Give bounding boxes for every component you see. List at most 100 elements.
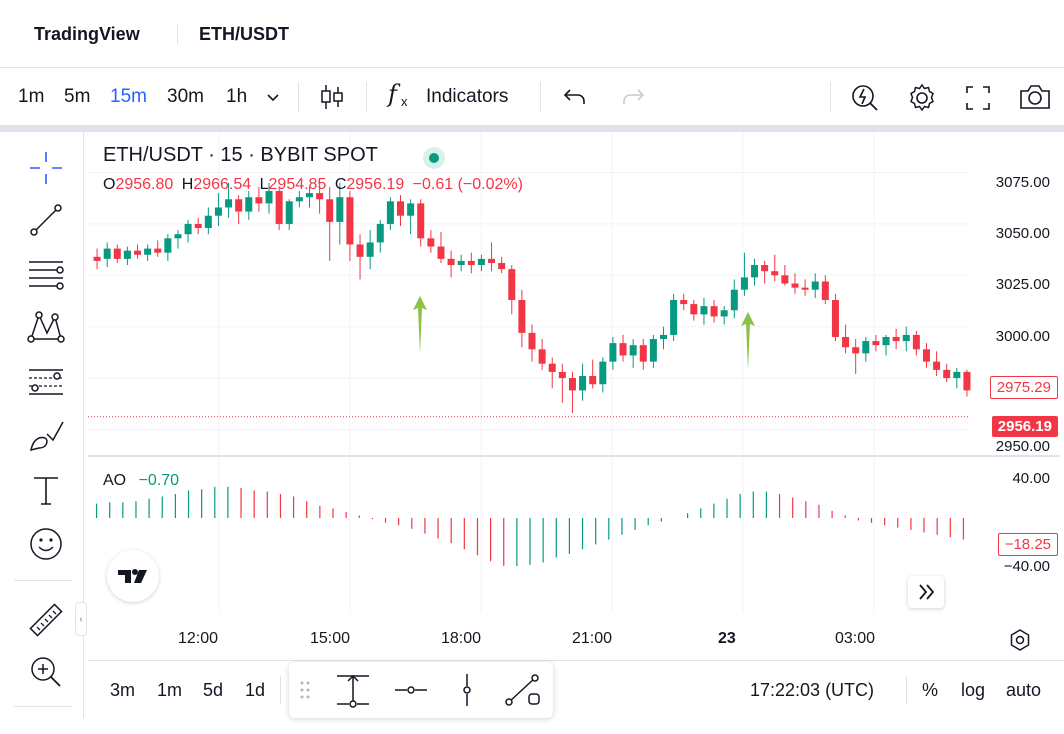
price-axis-label: 3000.00 [995,328,1050,345]
camera-icon[interactable] [1018,82,1052,112]
indicator-legend[interactable]: AO −0.70 [103,472,179,490]
range-1m[interactable]: 1m [157,680,183,700]
function-icon: f [388,80,397,108]
candle-body [680,299,688,305]
indicator-axis-label: 40.00 [1012,470,1050,487]
candle-body [771,271,779,276]
candle-body [568,378,576,391]
signal-arrow [741,312,755,370]
forecast-icon[interactable] [24,360,68,404]
percent-toggle[interactable]: % [922,680,939,700]
auto-toggle[interactable]: auto [1006,680,1042,700]
candle-body [811,281,819,290]
ruler-icon[interactable] [24,598,68,642]
candle-body [538,349,546,364]
top-toolbar: 1m 5m 15m 30m 1h f x Indicators [0,68,1064,126]
interval-15m[interactable]: 15m [110,86,147,107]
candle-body [710,306,718,317]
candle-body [214,207,222,216]
candle-body [437,246,445,259]
chart-pane[interactable] [88,132,1060,652]
market-status-badge[interactable] [423,147,445,169]
horizontal-line-icon[interactable] [391,670,431,710]
drag-handle-icon[interactable] [299,680,311,700]
candle-body [346,197,354,245]
divider [177,24,178,44]
ray-icon[interactable] [503,670,545,710]
interval-1h[interactable]: 1h [226,86,248,107]
candles-icon[interactable] [318,82,346,112]
price-chart[interactable] [88,132,1060,652]
price-range-icon[interactable] [333,670,373,710]
candle-body [548,363,556,372]
time-axis-label: 18:00 [441,630,482,647]
indicator-axis-label: −40.00 [1003,558,1050,575]
candle-body [326,199,334,222]
trend-line-icon[interactable] [24,198,68,242]
log-toggle[interactable]: log [961,680,986,700]
lightning-search-icon[interactable] [849,82,881,114]
candle-body [528,332,536,350]
fullscreen-icon[interactable] [964,84,992,112]
candle-body [912,334,920,350]
candle-body [862,341,870,354]
candle-body [174,234,182,239]
candle-body [366,242,374,257]
candle-body [690,304,698,315]
pattern-icon[interactable] [24,306,68,350]
divider [906,676,907,704]
candle-body [933,361,941,370]
candle-body [447,258,455,266]
gear-icon[interactable] [906,82,938,114]
interval-1m[interactable]: 1m [18,86,45,107]
emoji-icon[interactable] [24,522,68,566]
candle-body [943,369,951,379]
tradingview-logo-icon [118,569,147,583]
candle-body [305,193,313,198]
drawing-toolbar [4,132,84,718]
candle-body [659,334,667,340]
axis-settings-icon[interactable] [1008,628,1032,652]
indicator-value: −0.70 [138,472,180,489]
time-axis-label: 23 [718,630,736,647]
tradingview-logo[interactable] [107,550,159,602]
candle-body [730,289,738,311]
brand-name[interactable]: TradingView [34,24,140,44]
time-axis-label: 15:00 [310,630,351,647]
interval-5m[interactable]: 5m [64,86,91,107]
range-1d[interactable]: 1d [245,680,266,700]
candle-body [700,306,708,315]
double-chevron-right-icon [919,584,935,600]
scroll-to-realtime-button[interactable] [908,576,944,608]
candle-body [397,201,405,216]
range-3m[interactable]: 3m [110,680,136,700]
open-label: O [103,176,116,193]
candle-body [740,277,748,290]
crosshair-icon[interactable] [24,146,68,190]
candle-body [761,265,769,272]
candle-body [204,215,212,229]
candle-body [255,197,263,204]
undo-icon[interactable] [562,86,588,108]
redo-icon[interactable] [620,86,646,108]
candle-body [720,310,728,317]
interval-30m[interactable]: 30m [167,86,204,107]
text-tool-icon[interactable] [24,468,68,512]
brush-icon[interactable] [24,414,68,458]
candle-body [781,275,789,284]
symbol-name[interactable]: ETH/USDT [199,24,289,44]
vertical-line-icon[interactable] [447,670,487,710]
function-icon-x: x [401,94,408,109]
indicator-name: AO [103,472,127,489]
candle-body [427,238,435,247]
candle-body [265,191,273,204]
zoom-in-icon[interactable] [24,650,68,694]
candle-body [275,191,283,224]
clock[interactable]: 17:22:03 (UTC) [750,680,875,700]
chevron-down-icon[interactable] [264,88,282,106]
fib-lines-icon[interactable] [24,252,68,296]
collapse-toolbar-handle[interactable]: ‹ [75,602,87,636]
range-5d[interactable]: 5d [203,680,224,700]
candle-body [639,345,647,362]
candle-body [285,201,293,224]
